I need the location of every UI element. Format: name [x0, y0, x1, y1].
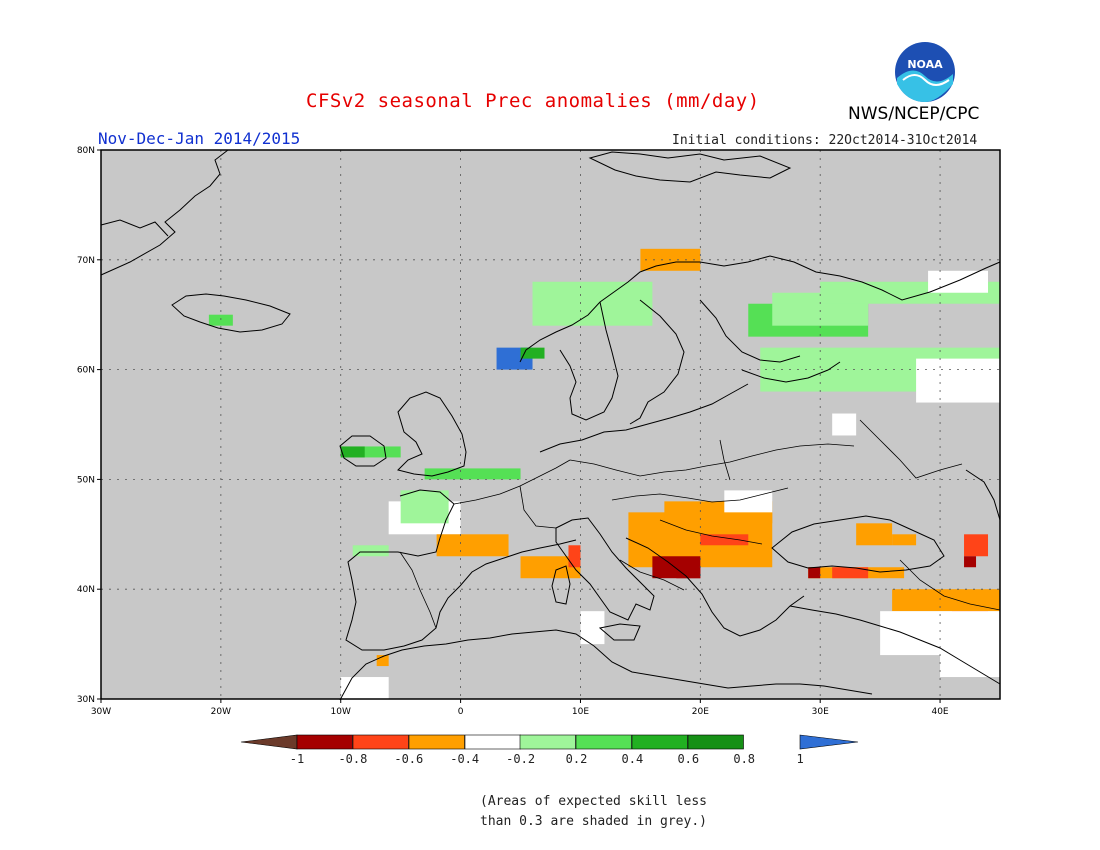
anomaly-cell: [676, 567, 701, 579]
lon-tick-label: 30E: [812, 707, 829, 717]
anomaly-cell: [340, 446, 365, 458]
anomaly-cell: [700, 534, 749, 546]
anomaly-cell: [892, 589, 1000, 612]
lon-tick-label: 0: [458, 707, 464, 717]
anomaly-cell: [520, 347, 545, 359]
anomaly-cell: [940, 644, 1000, 678]
lon-tick-label: 20E: [692, 707, 709, 717]
lat-tick-label: 30N: [77, 695, 95, 705]
chart-title: CFSv2 seasonal Prec anomalies (mm/day): [306, 90, 760, 112]
anomaly-cell: [832, 413, 857, 436]
axis-tick-labels: 30N 40N 50N 60N 70N 80N 30W 20W 10W 0 10E 20E 30E 40E: [77, 146, 949, 717]
lat-tick-label: 70N: [77, 256, 95, 266]
precip-anomaly-map: 30N 40N 50N 60N 70N 80N 30W 20W 10W 0 10E 20E 30E 40E…: [77, 146, 1001, 766]
lat-tick-label: 40N: [77, 585, 95, 595]
grid-lines: [101, 150, 1000, 699]
colorbar-label: -0.6: [394, 752, 423, 766]
anomaly-cell: [964, 534, 989, 557]
lon-tick-label: 20W: [211, 707, 231, 717]
coastlines: [100, 149, 1001, 701]
colorbar: -1 -0.8 -0.6 -0.4 -0.2 0.2 0.4 0.6 0.8 1: [240, 734, 859, 766]
colorbar-segment: [408, 734, 465, 750]
lon-tick-label: 10E: [572, 707, 589, 717]
anomaly-cell: [892, 534, 917, 546]
anomaly-cell: [832, 567, 869, 579]
lat-tick-label: 60N: [77, 366, 95, 376]
lon-tick-label: 10W: [331, 707, 351, 717]
anomaly-cell: [568, 545, 581, 568]
colorbar-lower-arrow: [240, 734, 298, 750]
anomaly-cell: [424, 468, 521, 480]
colorbar-label: -1: [290, 752, 304, 766]
anomaly-cells: [208, 248, 1000, 699]
season-label: Nov-Dec-Jan 2014/2015: [98, 129, 301, 148]
lat-tick-label: 80N: [77, 146, 95, 156]
initial-conditions-label: Initial conditions: 22Oct2014-31Oct2014: [672, 133, 978, 148]
colorbar-segment: [575, 734, 632, 750]
anomaly-cell: [208, 314, 233, 326]
map-background: [101, 150, 1000, 699]
colorbar-label: -0.2: [506, 752, 535, 766]
noaa-logo-text: NOAA: [907, 58, 943, 71]
anomaly-cell: [580, 611, 605, 645]
anomaly-cell: [916, 358, 1000, 403]
anomaly-cell: [856, 523, 893, 546]
colorbar-segment: [296, 734, 353, 750]
anomaly-cell: [520, 556, 581, 579]
colorbar-segment: [687, 734, 744, 750]
agency-label: NWS/NCEP/CPC: [848, 104, 980, 124]
colorbar-segment: [519, 734, 576, 750]
anomaly-cell: [340, 677, 389, 699]
colorbar-label: 1: [796, 752, 803, 766]
map-frame: [100, 149, 1001, 700]
colorbar-segment: [464, 734, 521, 750]
colorbar-label: 0.6: [677, 752, 699, 766]
anomaly-cell: [436, 534, 509, 557]
anomaly-cell: [400, 490, 449, 524]
anomaly-cell: [724, 490, 773, 513]
anomaly-cell: [808, 567, 821, 579]
colorbar-segment: [631, 734, 688, 750]
colorbar-segment: [352, 734, 409, 750]
anomaly-cell: [532, 281, 653, 326]
anomaly-cell: [352, 545, 389, 557]
lat-tick-label: 50N: [77, 475, 95, 485]
footnote-line-2: than 0.3 are shaded in grey.): [480, 814, 707, 829]
anomaly-cell: [376, 655, 389, 667]
anomaly-cell: [964, 556, 977, 568]
lon-tick-label: 40E: [931, 707, 948, 717]
footnote-line-1: (Areas of expected skill less: [480, 794, 707, 809]
colorbar-label: -0.4: [450, 752, 479, 766]
skill-footnote: (Areas of expected skill less than 0.3 a…: [480, 792, 707, 832]
anomaly-cell: [340, 446, 401, 458]
colorbar-label: 0.4: [622, 752, 644, 766]
colorbar-label: 0.8: [733, 752, 755, 766]
lon-tick-label: 30W: [91, 707, 111, 717]
noaa-logo: NOAA: [895, 42, 955, 102]
colorbar-label: -0.8: [338, 752, 367, 766]
colorbar-upper-arrow: [799, 734, 859, 750]
colorbar-label: 0.2: [566, 752, 588, 766]
